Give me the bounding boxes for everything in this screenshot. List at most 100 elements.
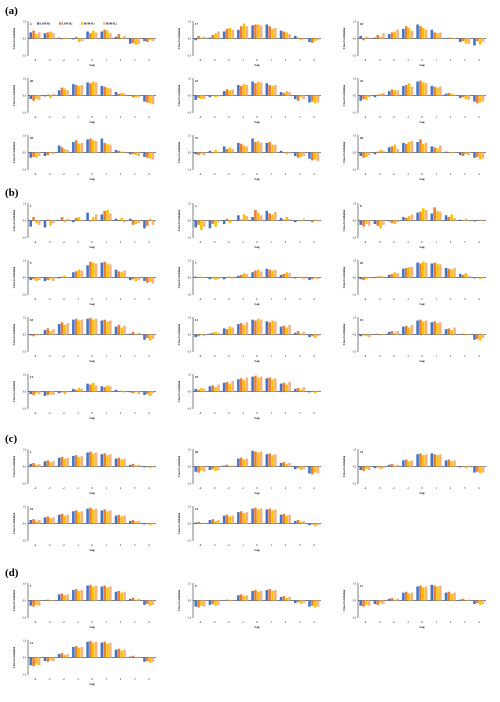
bar bbox=[103, 453, 106, 466]
bar bbox=[445, 329, 448, 334]
bar bbox=[78, 144, 81, 153]
y-axis-title: Cross Correlation bbox=[178, 512, 181, 534]
bar bbox=[237, 276, 240, 278]
bar bbox=[214, 521, 217, 524]
bar bbox=[365, 601, 368, 605]
bar bbox=[61, 217, 64, 221]
bar bbox=[266, 590, 269, 601]
panel-id-label: 16 bbox=[30, 507, 34, 511]
bar bbox=[376, 95, 379, 96]
bar bbox=[297, 331, 300, 335]
bar bbox=[209, 334, 212, 335]
x-tick-label: 1 bbox=[106, 621, 108, 624]
bar bbox=[274, 378, 277, 391]
bar bbox=[317, 221, 320, 222]
bar bbox=[143, 153, 146, 157]
bar bbox=[58, 146, 61, 153]
bar bbox=[61, 514, 64, 524]
x-tick-label: -3 bbox=[378, 59, 381, 62]
bar bbox=[408, 461, 411, 466]
bar bbox=[468, 153, 471, 156]
x-tick-label: 3 bbox=[464, 621, 466, 624]
bar bbox=[231, 149, 234, 153]
x-tick-label: -4 bbox=[34, 412, 37, 415]
bar bbox=[138, 333, 141, 335]
bar bbox=[123, 516, 126, 524]
y-axis-title: Cross Correlation bbox=[343, 589, 346, 611]
x-tick-label: 3 bbox=[299, 412, 301, 415]
bar bbox=[46, 460, 49, 466]
bar bbox=[402, 143, 405, 153]
bar bbox=[109, 321, 112, 335]
bar bbox=[135, 278, 138, 282]
x-tick-label: 1 bbox=[106, 355, 108, 358]
bar bbox=[271, 321, 274, 335]
bar bbox=[365, 221, 368, 225]
y-tick-label: 0.0 bbox=[353, 152, 357, 155]
bar bbox=[217, 152, 220, 153]
bar bbox=[280, 31, 283, 39]
bar bbox=[288, 463, 291, 467]
bar bbox=[44, 153, 47, 157]
bar bbox=[402, 593, 405, 601]
bar bbox=[89, 452, 92, 467]
bar bbox=[359, 153, 362, 157]
bar bbox=[217, 96, 220, 97]
x-tick-label: -2 bbox=[62, 173, 65, 176]
bar bbox=[379, 37, 382, 39]
bar bbox=[317, 96, 320, 103]
x-tick-label: 1 bbox=[436, 59, 438, 62]
bar bbox=[431, 146, 434, 152]
y-tick-label: 0.0 bbox=[188, 523, 192, 526]
bar bbox=[254, 508, 257, 524]
bar bbox=[482, 39, 485, 43]
x-tick-label: 4 bbox=[148, 487, 150, 490]
bar bbox=[274, 85, 277, 96]
bar bbox=[246, 378, 249, 392]
bar bbox=[462, 334, 465, 335]
bar bbox=[92, 82, 95, 96]
bar bbox=[35, 221, 38, 224]
x-axis-title: Lag bbox=[254, 548, 260, 552]
bar bbox=[197, 96, 200, 99]
bar bbox=[229, 517, 232, 524]
bar bbox=[46, 600, 49, 601]
x-tick-label: 1 bbox=[436, 487, 438, 490]
bar bbox=[266, 269, 269, 278]
x-tick-label: 2 bbox=[285, 544, 287, 547]
bar bbox=[203, 601, 206, 607]
bar bbox=[66, 594, 69, 600]
bar bbox=[246, 459, 249, 467]
y-axis-title: Cross Correlation bbox=[13, 209, 16, 231]
bar bbox=[115, 327, 118, 335]
bar bbox=[103, 262, 106, 278]
bar bbox=[251, 320, 254, 335]
x-tick-label: -3 bbox=[48, 59, 51, 62]
x-tick-label: -1 bbox=[242, 544, 245, 547]
bar bbox=[266, 25, 269, 39]
y-tick-label: -1.0 bbox=[352, 112, 357, 115]
bar bbox=[214, 467, 217, 471]
bar bbox=[482, 153, 485, 159]
bar bbox=[251, 139, 254, 153]
bar bbox=[86, 319, 89, 335]
bar bbox=[61, 392, 64, 393]
bar bbox=[129, 278, 132, 281]
bar bbox=[106, 31, 109, 39]
bar bbox=[271, 591, 274, 601]
bar bbox=[203, 467, 206, 472]
bar bbox=[368, 96, 371, 98]
bar bbox=[38, 658, 41, 666]
bar bbox=[257, 453, 260, 467]
bar bbox=[132, 221, 135, 225]
bar bbox=[229, 221, 232, 224]
x-tick-label: 3 bbox=[134, 59, 136, 62]
bar bbox=[368, 467, 371, 471]
bar bbox=[283, 326, 286, 335]
bar bbox=[44, 330, 47, 334]
x-tick-label: 3 bbox=[299, 173, 301, 176]
